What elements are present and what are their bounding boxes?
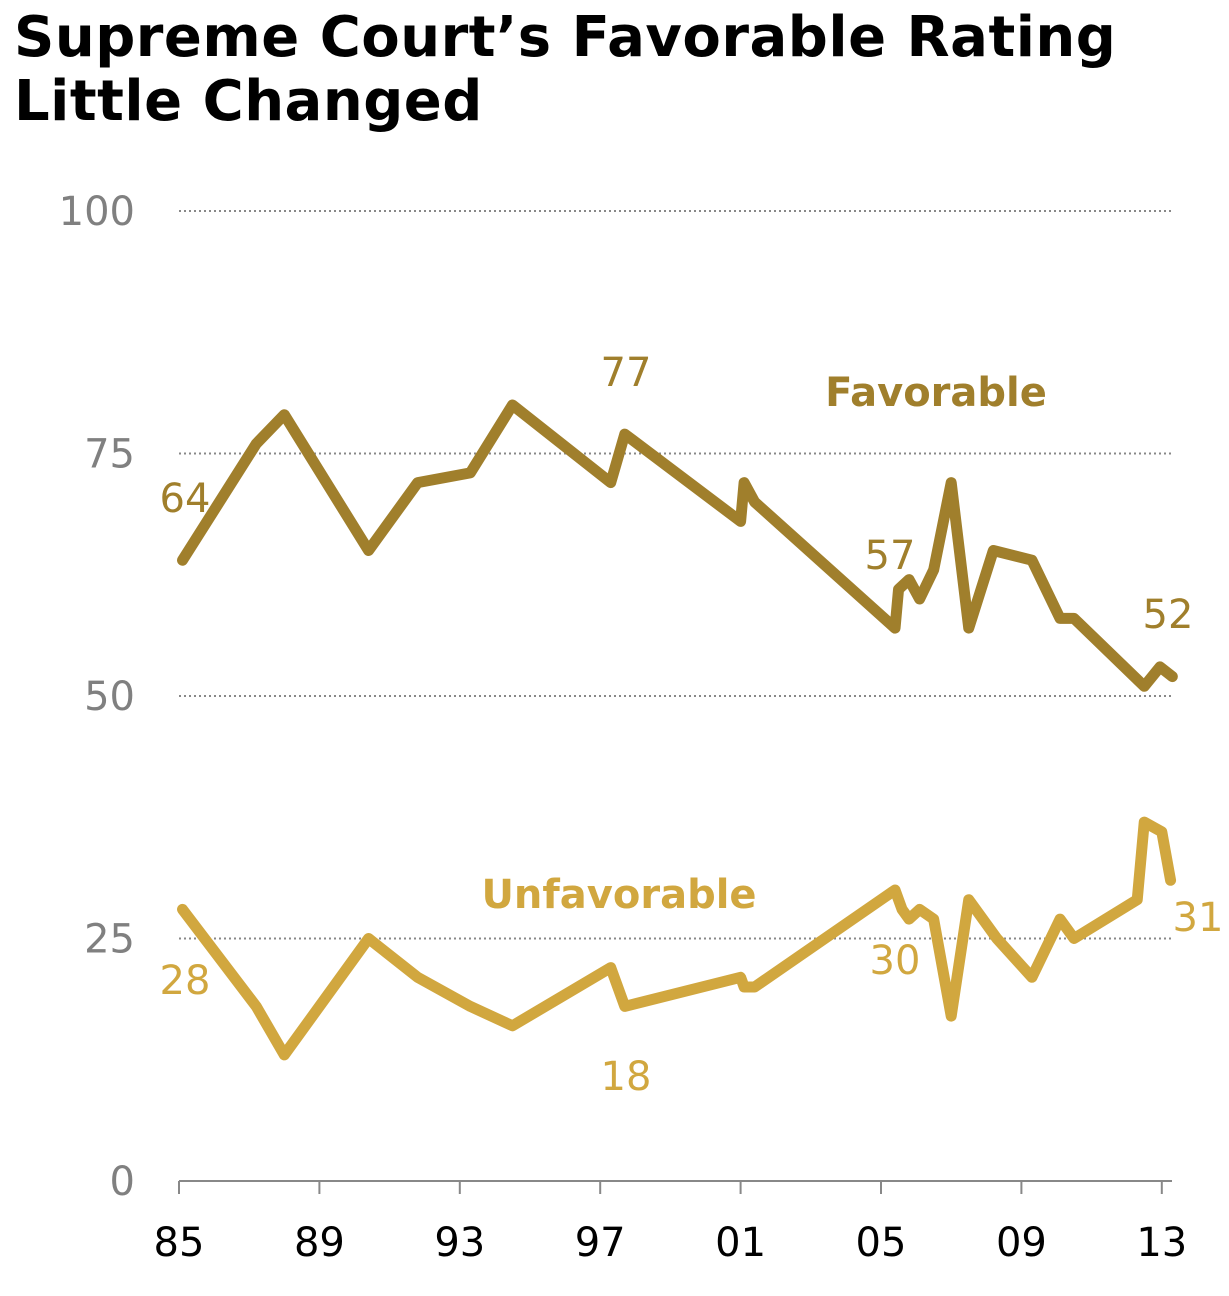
x-tick-label: 89 <box>294 1220 345 1266</box>
data-label-unfav-18: 18 <box>601 1054 652 1100</box>
x-tick-label: 13 <box>1136 1220 1187 1266</box>
y-tick-label: 100 <box>59 189 135 235</box>
x-tick-label: 85 <box>154 1220 205 1266</box>
x-tick-label: 93 <box>434 1220 485 1266</box>
series-line-favorable <box>177 399 1178 692</box>
x-tick-label: 01 <box>715 1220 766 1266</box>
data-label-unfav-31: 31 <box>1173 895 1224 941</box>
y-tick-label: 75 <box>84 432 135 478</box>
data-label-fav-57: 57 <box>865 533 916 579</box>
y-tick-label: 50 <box>84 674 135 720</box>
data-label-fav-52: 52 <box>1143 592 1194 638</box>
data-label-fav-77: 77 <box>601 350 652 396</box>
chart-title: Supreme Court’s Favorable Rating Little … <box>14 5 1117 134</box>
data-label-unfav-30: 30 <box>870 938 921 984</box>
series-label-favorable: Favorable <box>825 370 1047 416</box>
x-tick-label: 09 <box>996 1220 1047 1266</box>
series-label-unfavorable: Unfavorable <box>481 872 756 918</box>
data-label-unfav-28: 28 <box>160 958 211 1004</box>
y-tick-label: 25 <box>84 917 135 963</box>
data-label-fav-64: 64 <box>160 476 211 522</box>
y-tick-label: 0 <box>110 1159 135 1205</box>
x-tick-label: 97 <box>575 1220 626 1266</box>
x-tick-label: 05 <box>856 1220 907 1266</box>
